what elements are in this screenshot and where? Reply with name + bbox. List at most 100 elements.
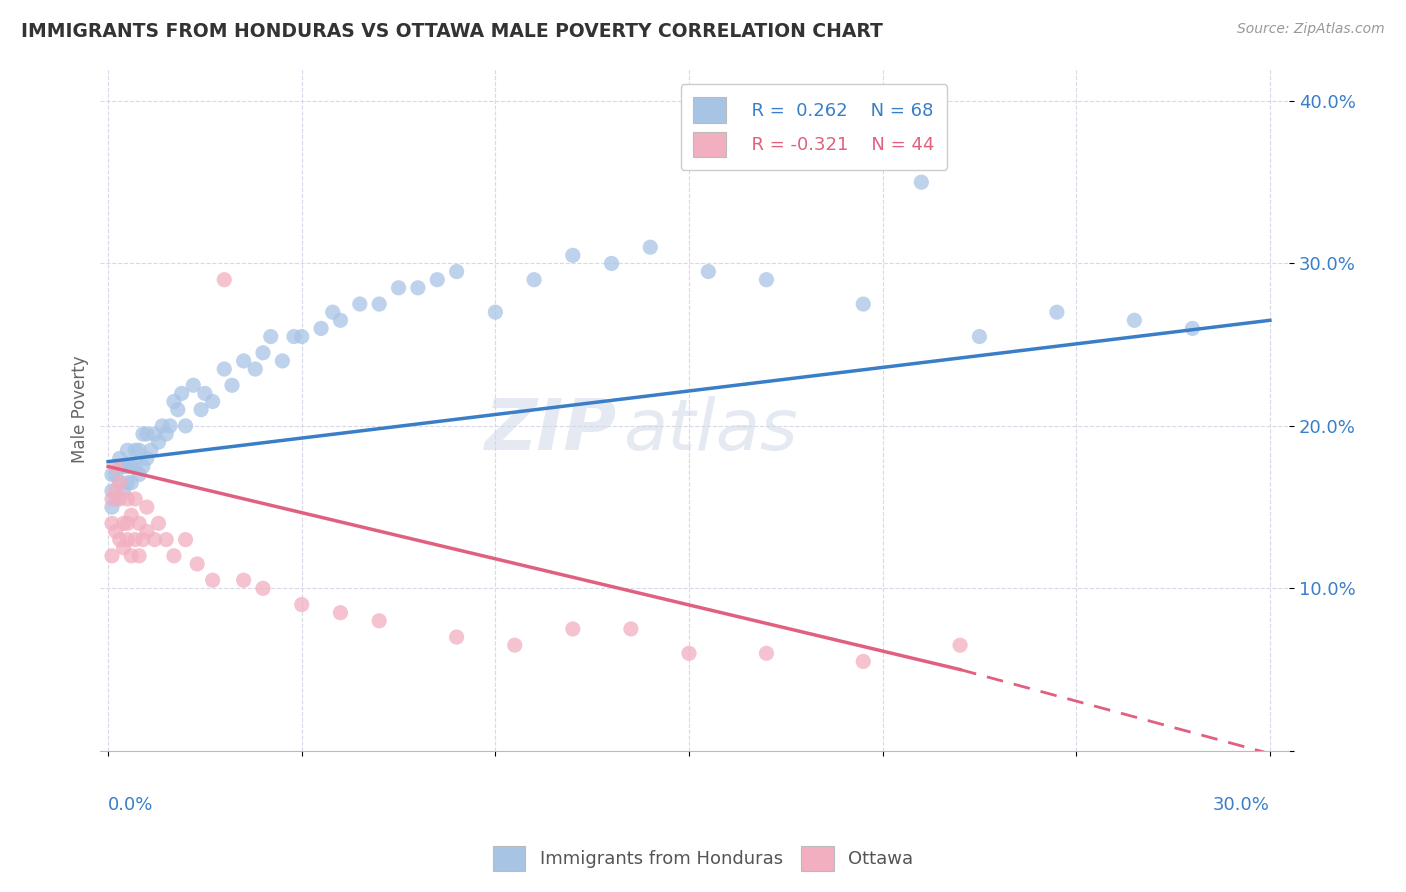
Point xyxy=(969,329,991,343)
Point xyxy=(852,655,875,669)
Point xyxy=(260,329,283,343)
Point xyxy=(108,451,131,466)
Point xyxy=(132,427,155,442)
Point xyxy=(214,273,236,287)
Point xyxy=(638,240,661,254)
Point xyxy=(232,573,254,587)
Text: 30.0%: 30.0% xyxy=(1213,797,1270,814)
Point xyxy=(852,297,875,311)
Point xyxy=(112,541,135,555)
Point xyxy=(245,362,267,376)
Point xyxy=(503,638,526,652)
Point xyxy=(406,281,429,295)
Point xyxy=(101,483,124,498)
Point xyxy=(112,483,135,498)
Point xyxy=(132,533,155,547)
Point xyxy=(159,418,181,433)
Point xyxy=(120,475,142,490)
Point xyxy=(117,475,139,490)
Point xyxy=(678,646,700,660)
Point xyxy=(104,491,127,506)
Point xyxy=(190,402,212,417)
Point xyxy=(101,549,124,563)
Point xyxy=(309,321,332,335)
Point xyxy=(387,281,409,295)
Point xyxy=(120,459,142,474)
Point xyxy=(148,516,170,531)
Point xyxy=(252,346,274,360)
Point xyxy=(283,329,305,343)
Point xyxy=(124,491,146,506)
Point xyxy=(117,533,139,547)
Text: ZIP: ZIP xyxy=(485,396,617,465)
Point xyxy=(291,329,314,343)
Point xyxy=(561,622,583,636)
Point xyxy=(329,606,352,620)
Point xyxy=(117,491,139,506)
Point xyxy=(484,305,506,319)
Point xyxy=(1046,305,1069,319)
Point xyxy=(150,418,173,433)
Point xyxy=(252,582,274,596)
Point xyxy=(755,273,778,287)
Point xyxy=(148,435,170,450)
Point xyxy=(523,273,546,287)
Point xyxy=(155,427,177,442)
Point xyxy=(112,516,135,531)
Point xyxy=(120,508,142,523)
Point xyxy=(108,475,131,490)
Point xyxy=(128,516,150,531)
Point xyxy=(755,646,778,660)
Point xyxy=(143,533,166,547)
Point xyxy=(291,598,314,612)
Point xyxy=(128,549,150,563)
Point xyxy=(117,459,139,474)
Point xyxy=(143,427,166,442)
Point xyxy=(124,443,146,458)
Point xyxy=(163,394,186,409)
Point xyxy=(1181,321,1204,335)
Point xyxy=(132,459,155,474)
Point xyxy=(135,427,157,442)
Point xyxy=(104,459,127,474)
Point xyxy=(194,386,217,401)
Point xyxy=(101,491,124,506)
Point xyxy=(117,516,139,531)
Point xyxy=(329,313,352,327)
Point xyxy=(124,459,146,474)
Point xyxy=(221,378,243,392)
Text: IMMIGRANTS FROM HONDURAS VS OTTAWA MALE POVERTY CORRELATION CHART: IMMIGRANTS FROM HONDURAS VS OTTAWA MALE … xyxy=(21,22,883,41)
Point xyxy=(697,264,720,278)
Point xyxy=(108,475,131,490)
Point xyxy=(368,614,391,628)
Point xyxy=(101,516,124,531)
Point xyxy=(155,533,177,547)
Point xyxy=(120,549,142,563)
Point xyxy=(214,362,236,376)
Point xyxy=(426,273,449,287)
Point xyxy=(104,483,127,498)
Point xyxy=(128,443,150,458)
Point xyxy=(139,443,162,458)
Point xyxy=(600,256,623,270)
Point xyxy=(135,524,157,539)
Point xyxy=(101,467,124,482)
Point xyxy=(949,638,972,652)
Point xyxy=(186,557,208,571)
Point xyxy=(561,248,583,262)
Point xyxy=(368,297,391,311)
Point xyxy=(181,378,204,392)
Point xyxy=(201,573,224,587)
Point xyxy=(349,297,371,311)
Point xyxy=(446,630,468,644)
Point xyxy=(108,533,131,547)
Point xyxy=(135,451,157,466)
Point xyxy=(170,386,193,401)
Point xyxy=(166,402,188,417)
Y-axis label: Male Poverty: Male Poverty xyxy=(72,356,89,464)
Point xyxy=(1123,313,1146,327)
Point xyxy=(117,443,139,458)
Point xyxy=(174,418,197,433)
Point xyxy=(163,549,186,563)
Legend:   R =  0.262    N = 68,   R = -0.321    N = 44: R = 0.262 N = 68, R = -0.321 N = 44 xyxy=(681,85,948,169)
